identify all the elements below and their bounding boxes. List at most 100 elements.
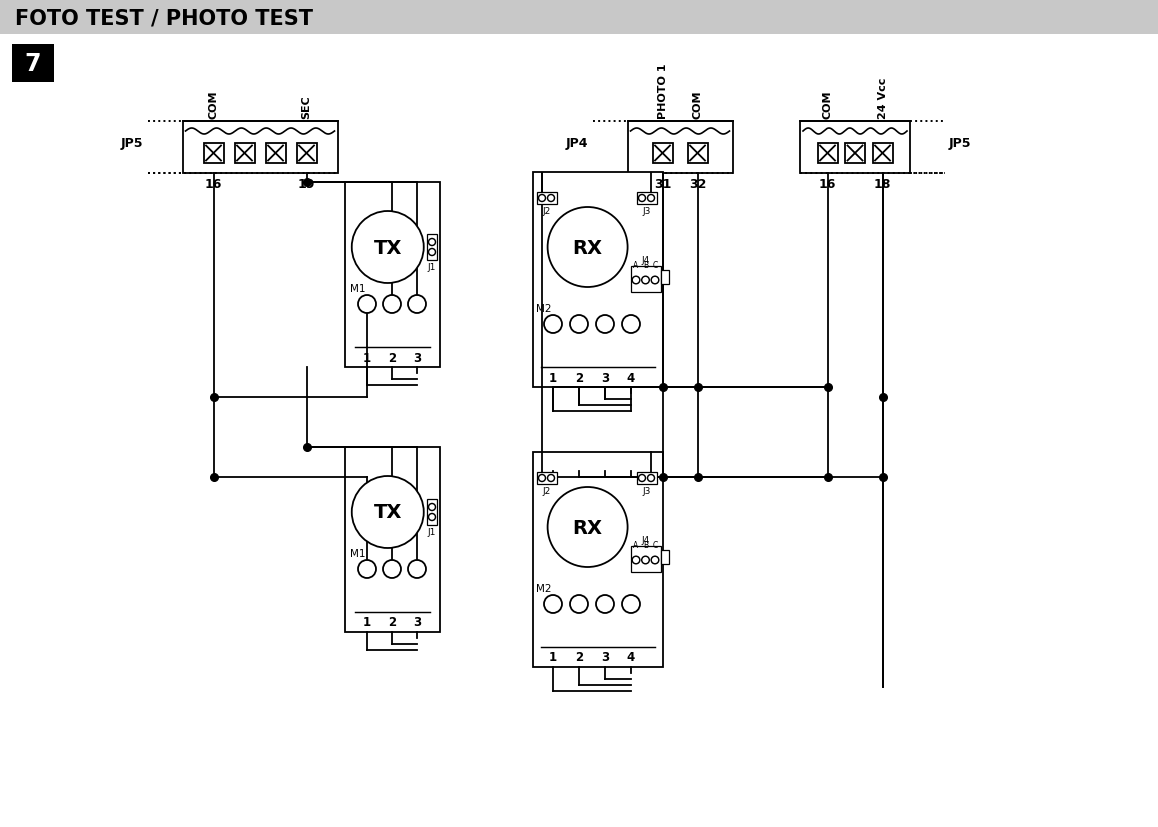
Text: M1: M1 [350,284,366,294]
Text: 1: 1 [549,371,557,384]
Text: 32: 32 [689,178,706,191]
Text: RX: RX [572,518,602,537]
Text: 19: 19 [298,178,315,191]
Circle shape [428,514,435,521]
Circle shape [383,561,401,578]
Bar [183,122,337,174]
Bar [652,144,673,164]
Text: TX: TX [374,238,402,257]
Bar [0,0,1158,35]
Text: FOTO TEST / PHOTO TEST: FOTO TEST / PHOTO TEST [15,8,313,28]
Bar [12,45,54,83]
Text: C: C [652,540,658,549]
Text: COM: COM [822,90,833,119]
Circle shape [632,557,640,564]
Circle shape [544,595,562,614]
Circle shape [596,316,614,333]
Circle shape [538,195,545,203]
Bar [631,547,661,572]
Circle shape [638,195,645,203]
Text: A: A [633,261,638,270]
Bar [537,472,557,485]
Bar [845,144,865,164]
Text: 7: 7 [24,52,42,76]
Text: 1: 1 [362,351,371,364]
Text: 2: 2 [574,651,584,664]
Bar [537,193,557,205]
Text: B: B [643,540,648,549]
Circle shape [544,316,562,333]
Bar [427,235,437,261]
Bar [661,550,669,564]
Text: 1: 1 [362,616,371,629]
Bar [872,144,893,164]
Text: JP5: JP5 [120,136,144,150]
Text: M2: M2 [536,304,551,313]
Bar [204,144,223,164]
Text: J3: J3 [643,486,651,495]
Circle shape [548,475,555,482]
Circle shape [570,595,588,614]
Text: 16: 16 [205,178,222,191]
Text: J1: J1 [427,528,437,537]
Text: 16: 16 [819,178,836,191]
Circle shape [428,239,435,246]
Text: 3: 3 [601,651,609,664]
Text: 1: 1 [549,651,557,664]
Bar [637,193,657,205]
Bar [345,183,440,367]
Circle shape [383,295,401,313]
Circle shape [548,487,628,567]
Circle shape [622,595,640,614]
Bar [533,452,664,667]
Text: J4: J4 [642,535,650,544]
Text: C: C [652,261,658,270]
Circle shape [428,249,435,256]
Circle shape [358,561,376,578]
Circle shape [352,476,424,548]
Circle shape [548,195,555,203]
Text: J2: J2 [543,207,551,216]
Text: 24 Vcc: 24 Vcc [878,78,887,119]
Bar [661,270,669,284]
Bar [345,447,440,632]
Text: RX: RX [572,238,602,257]
Text: A: A [633,540,638,549]
Text: 3: 3 [413,351,422,364]
Text: M2: M2 [536,583,551,593]
Text: 4: 4 [626,371,635,384]
Text: PHOTO 1: PHOTO 1 [658,64,667,119]
Circle shape [647,475,654,482]
Text: J4: J4 [642,256,650,265]
Text: TX: TX [374,503,402,522]
Text: 4: 4 [626,651,635,664]
Circle shape [638,475,645,482]
Text: COM: COM [208,90,219,119]
Text: 31: 31 [654,178,672,191]
Bar [235,144,255,164]
Bar [631,266,661,293]
Bar [296,144,316,164]
Bar [628,122,733,174]
Bar [265,144,286,164]
Text: B: B [643,261,648,270]
Circle shape [408,561,426,578]
Text: 2: 2 [388,616,396,629]
Circle shape [642,277,650,284]
Circle shape [352,212,424,284]
Circle shape [647,195,654,203]
Circle shape [651,557,659,564]
Text: 18: 18 [874,178,892,191]
Circle shape [651,277,659,284]
Text: J2: J2 [543,486,551,495]
Text: JP5: JP5 [950,136,972,150]
Text: SEC: SEC [301,95,312,119]
Text: JP4: JP4 [566,136,588,150]
Text: 3: 3 [413,616,422,629]
Text: J3: J3 [643,207,651,216]
Text: M1: M1 [350,548,366,558]
Circle shape [642,557,650,564]
Bar [818,144,837,164]
Bar [427,500,437,525]
Circle shape [570,316,588,333]
